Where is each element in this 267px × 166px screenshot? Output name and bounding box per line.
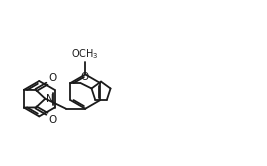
Text: OCH$_3$: OCH$_3$ bbox=[72, 47, 99, 61]
Text: O: O bbox=[48, 73, 56, 83]
Text: N: N bbox=[46, 94, 54, 104]
Text: O: O bbox=[81, 72, 89, 82]
Text: O: O bbox=[48, 115, 56, 124]
